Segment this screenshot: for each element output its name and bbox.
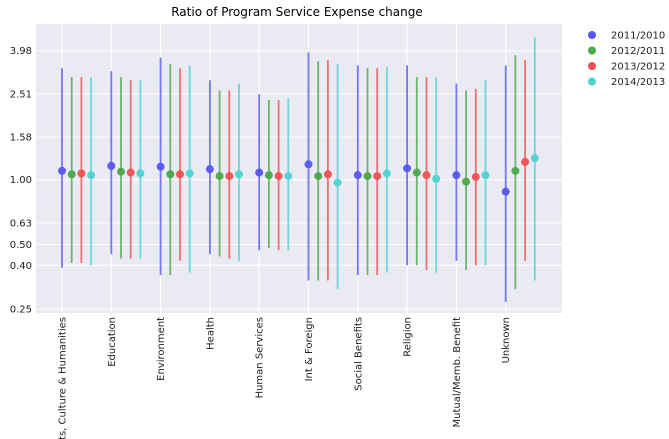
- data-point: [323, 170, 332, 179]
- y-tick-label: 1.00: [10, 175, 32, 186]
- legend-marker: [588, 62, 596, 70]
- data-point: [373, 172, 382, 181]
- legend-marker: [588, 77, 596, 86]
- legend-marker: [588, 46, 596, 55]
- series-2011/2010: [58, 52, 510, 303]
- x-tick-label: Social Benefits: [353, 317, 364, 391]
- data-point: [501, 187, 510, 196]
- data-point: [176, 170, 184, 179]
- data-point: [382, 169, 391, 178]
- data-point: [225, 172, 234, 181]
- data-point: [452, 171, 461, 180]
- x-tick-label: Environment: [156, 317, 167, 381]
- data-point: [521, 157, 530, 166]
- legend-label: 2011/2010: [611, 31, 665, 42]
- x-tick-label: Health: [205, 317, 216, 350]
- data-point: [58, 166, 66, 175]
- data-point: [67, 170, 76, 179]
- y-axis: 0.25 0.40 0.50 0.63 1.00 1.58 2.51 3.98: [10, 46, 32, 315]
- series-2012/2011: [67, 55, 520, 290]
- y-tick-label: 2.51: [10, 89, 32, 100]
- x-tick-label: Education: [107, 317, 118, 367]
- data-point: [432, 174, 441, 183]
- data-point: [333, 178, 342, 187]
- data-point: [264, 171, 273, 180]
- data-point: [471, 172, 480, 181]
- data-point: [107, 161, 116, 170]
- y-tick-label: 0.25: [10, 305, 32, 316]
- legend: 2011/2010 2012/2011 2013/2012 2014/2013: [588, 31, 665, 88]
- data-point: [284, 172, 293, 181]
- data-point: [422, 171, 431, 180]
- plot-area: [36, 24, 562, 313]
- data-point: [314, 172, 323, 181]
- data-point: [136, 169, 145, 178]
- x-tick-label: Arts, Culture & Humanities: [58, 317, 69, 439]
- data-point: [403, 164, 412, 173]
- data-point: [274, 172, 283, 181]
- error-bars: [58, 37, 539, 303]
- x-tick-label: Human Services: [255, 317, 266, 398]
- y-tick-label: 1.58: [10, 133, 32, 144]
- legend-marker: [588, 31, 596, 39]
- data-point: [117, 167, 125, 176]
- data-point: [412, 168, 421, 177]
- legend-label: 2012/2011: [611, 46, 665, 57]
- y-tick-label: 3.98: [10, 46, 32, 57]
- legend-label: 2013/2012: [611, 62, 665, 73]
- legend-label: 2014/2013: [611, 77, 665, 88]
- y-tick-label: 0.50: [10, 240, 32, 251]
- data-point: [87, 171, 96, 180]
- x-tick-label: Int & Foreign: [304, 317, 315, 381]
- x-tick-label: Unknown: [501, 317, 512, 363]
- data-point: [235, 170, 243, 179]
- x-tick-label: Mutual/Memb. Benefit: [452, 317, 463, 428]
- chart-title: Ratio of Program Service Expense change: [171, 5, 423, 19]
- data-point: [511, 166, 520, 175]
- data-point: [353, 171, 362, 180]
- series-2013/2012: [77, 60, 530, 281]
- data-point: [185, 169, 194, 178]
- data-point: [255, 168, 264, 177]
- y-tick-label: 0.40: [10, 261, 32, 272]
- data-point: [126, 168, 135, 177]
- data-point: [166, 170, 175, 179]
- data-point: [304, 160, 313, 169]
- x-axis: Arts, Culture & Humanities Education Envir…: [58, 317, 513, 439]
- data-point: [481, 171, 490, 180]
- x-tick-label: Religion: [403, 317, 414, 357]
- data-point: [462, 177, 471, 186]
- data-point: [156, 162, 165, 171]
- series-2014/2013: [87, 37, 539, 290]
- data-point: [77, 169, 86, 178]
- data-point: [205, 165, 214, 174]
- y-tick-label: 0.63: [10, 218, 32, 229]
- data-point: [530, 154, 539, 163]
- data-point: [363, 172, 372, 181]
- data-point: [215, 172, 224, 181]
